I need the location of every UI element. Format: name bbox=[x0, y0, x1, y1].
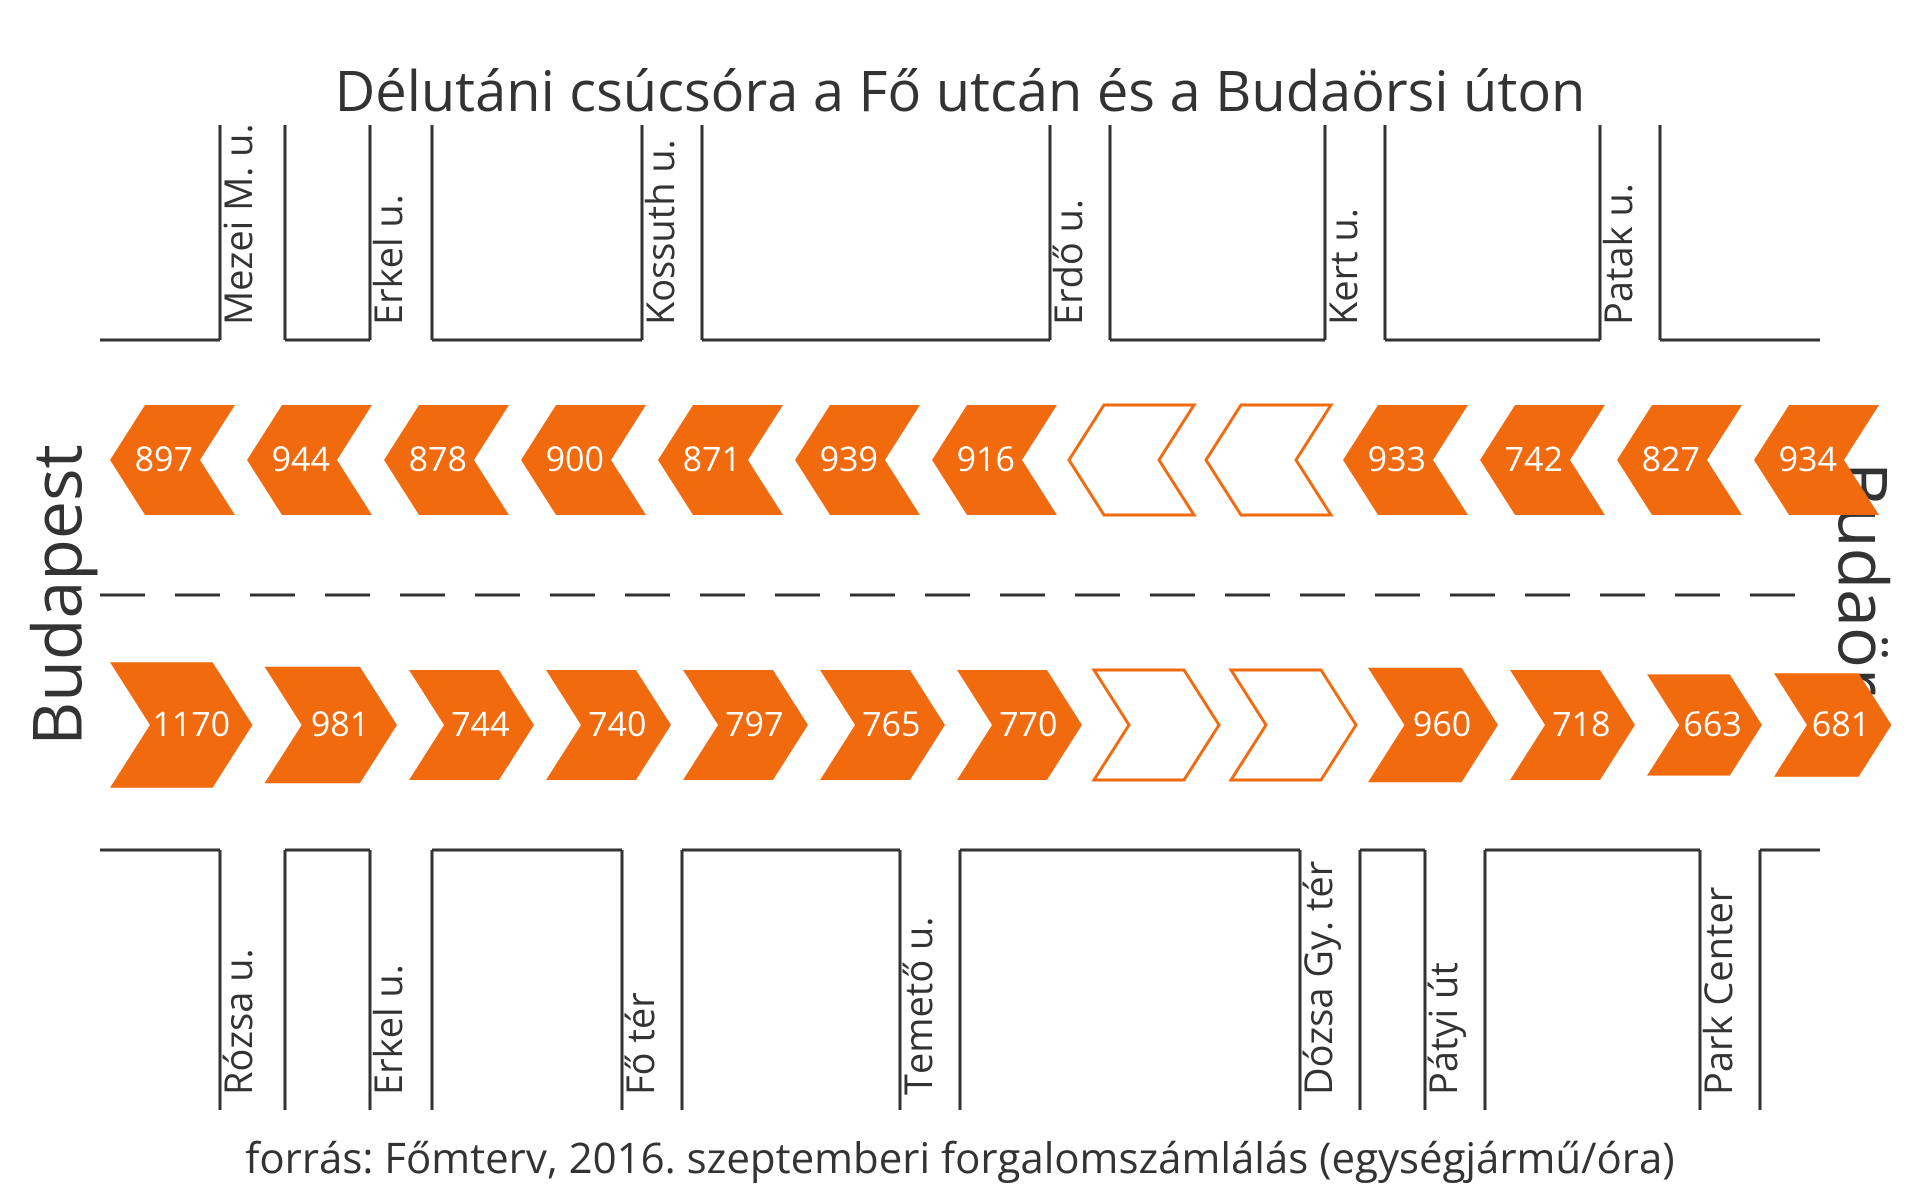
street-label: Rózsa u. bbox=[212, 948, 264, 1095]
street-label: Erdő u. bbox=[1042, 199, 1094, 325]
street-label: Temető u. bbox=[892, 917, 944, 1095]
traffic-arrow-empty bbox=[1069, 405, 1194, 515]
road-diagram: 897 944 878 900 871 939 916 933 742 827 934 1170 981… bbox=[0, 0, 1920, 1200]
traffic-value: 681 bbox=[1812, 700, 1870, 746]
traffic-arrow-empty bbox=[1094, 670, 1219, 780]
traffic-value: 827 bbox=[1642, 435, 1700, 481]
street-label: Erkel u. bbox=[362, 964, 414, 1095]
traffic-value: 939 bbox=[820, 435, 878, 481]
traffic-value: 900 bbox=[546, 435, 604, 481]
traffic-value: 878 bbox=[409, 435, 467, 481]
traffic-value: 933 bbox=[1368, 435, 1426, 481]
source-caption: forrás: Főmterv, 2016. szeptemberi forga… bbox=[0, 1129, 1920, 1186]
street-label: Fő tér bbox=[614, 992, 666, 1095]
traffic-value: 934 bbox=[1779, 435, 1837, 481]
street-label: Mezei M. u. bbox=[212, 124, 264, 325]
street-label: Kossuth u. bbox=[634, 139, 686, 325]
traffic-value: 770 bbox=[999, 700, 1057, 746]
traffic-value: 740 bbox=[588, 700, 646, 746]
traffic-value: 718 bbox=[1552, 700, 1610, 746]
traffic-value: 871 bbox=[683, 435, 741, 481]
traffic-value: 981 bbox=[311, 700, 369, 746]
traffic-value: 897 bbox=[135, 435, 193, 481]
traffic-arrow-empty bbox=[1206, 405, 1331, 515]
traffic-value: 742 bbox=[1505, 435, 1563, 481]
street-label: Erkel u. bbox=[362, 194, 414, 325]
traffic-arrow-empty bbox=[1231, 670, 1356, 780]
street-label: Dózsa Gy. tér bbox=[1292, 861, 1344, 1095]
traffic-value: 663 bbox=[1683, 700, 1741, 746]
street-label: Patak u. bbox=[1592, 183, 1644, 325]
traffic-value: 744 bbox=[451, 700, 509, 746]
street-label: Kert u. bbox=[1317, 208, 1369, 325]
street-label: Pátyi út bbox=[1417, 962, 1469, 1095]
traffic-value: 1170 bbox=[152, 700, 230, 746]
street-label: Park Center bbox=[1692, 887, 1744, 1095]
traffic-value: 797 bbox=[725, 700, 783, 746]
traffic-value: 916 bbox=[957, 435, 1015, 481]
traffic-value: 765 bbox=[862, 700, 920, 746]
traffic-value: 960 bbox=[1413, 700, 1471, 746]
traffic-value: 944 bbox=[272, 435, 330, 481]
